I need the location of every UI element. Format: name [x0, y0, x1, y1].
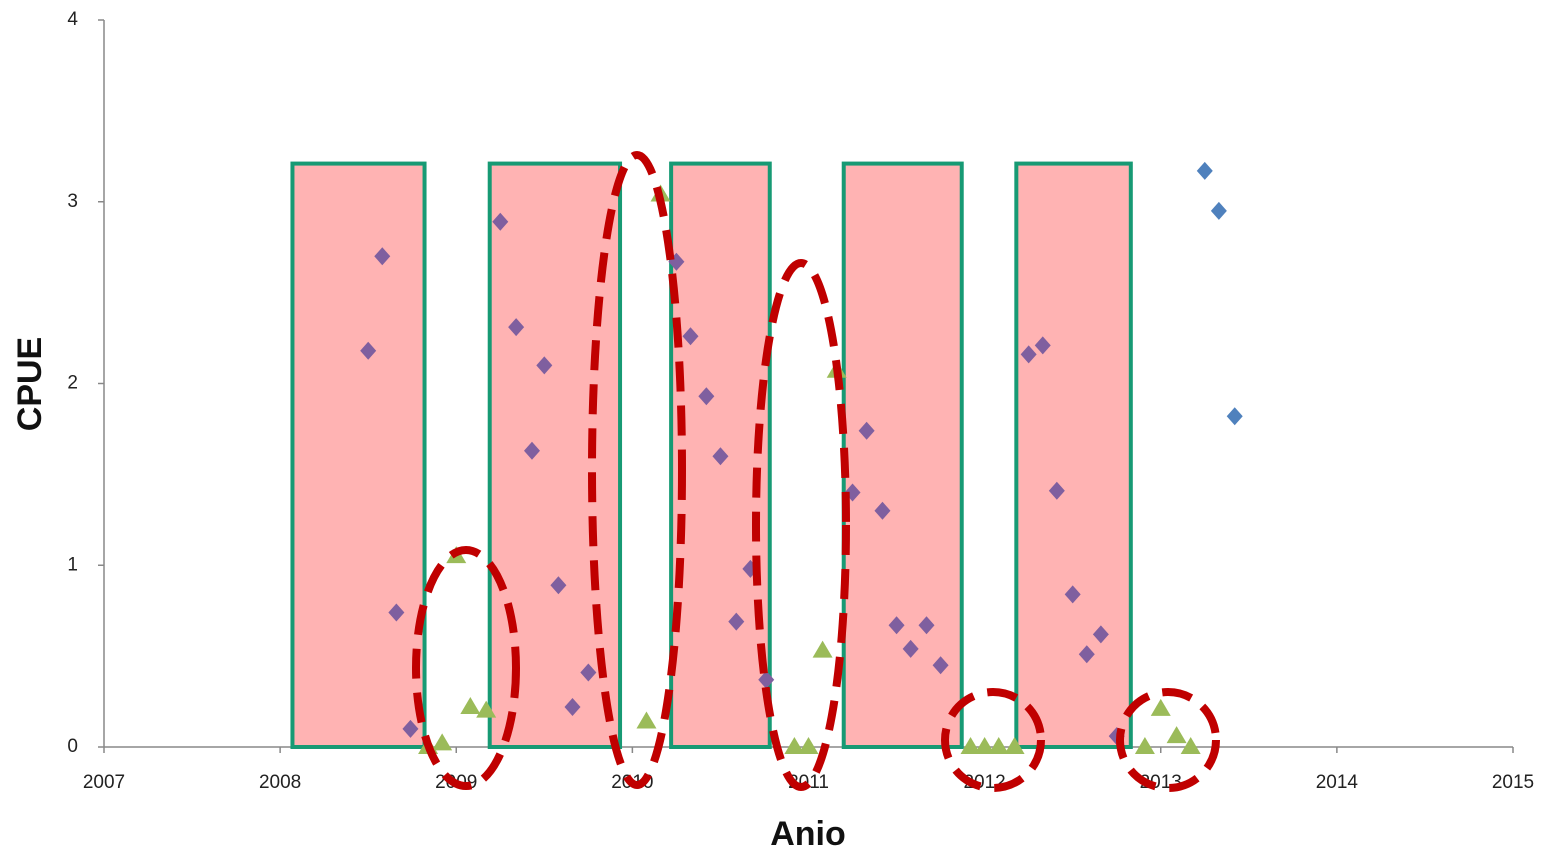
data-point: [1048, 481, 1065, 500]
data-point: [1034, 336, 1051, 355]
highlight-span: [841, 161, 964, 749]
data-point: [460, 697, 481, 715]
y-tick-label: 4: [67, 9, 78, 30]
data-point: [1226, 407, 1243, 426]
highlight-span: [290, 161, 427, 749]
data-point: [536, 356, 553, 375]
annotation-ellipse: [752, 259, 850, 791]
x-axis-title: Anio: [770, 815, 846, 853]
data-point: [974, 737, 995, 754]
data-point: [874, 501, 891, 520]
data-point: [580, 663, 597, 682]
data-point: [902, 639, 919, 658]
data-point: [508, 318, 525, 337]
data-point: [960, 737, 981, 754]
x-tick-label: 2015: [1492, 772, 1534, 793]
data-point: [1134, 737, 1155, 754]
y-axis-title: CPUE: [11, 337, 49, 431]
y-tick-label: 3: [67, 191, 78, 212]
data-point: [712, 447, 729, 466]
data-point: [360, 341, 377, 360]
annotation-ellipse: [1116, 688, 1220, 792]
data-point: [374, 247, 391, 266]
data-point: [988, 737, 1009, 754]
x-tick-label: 2007: [83, 772, 125, 793]
data-point: [1150, 698, 1171, 716]
data-point: [812, 640, 833, 658]
highlight-span: [1014, 161, 1133, 749]
data-point: [728, 612, 745, 631]
data-point: [476, 700, 497, 718]
data-point: [1210, 201, 1227, 220]
data-point: [1020, 345, 1037, 364]
annotation-ellipse: [941, 688, 1045, 792]
data-point: [1064, 585, 1081, 604]
data-point: [432, 733, 453, 751]
annotation-ellipse: [588, 151, 686, 789]
data-point: [682, 327, 699, 346]
data-point: [1180, 737, 1201, 754]
data-point: [1004, 737, 1025, 754]
y-tick-label: 1: [67, 554, 78, 575]
annotation-ellipse: [412, 546, 520, 790]
data-point: [888, 616, 905, 635]
y-tick-label: 2: [67, 373, 78, 394]
data-point: [564, 698, 581, 717]
data-point: [550, 576, 567, 595]
data-point: [402, 719, 419, 738]
x-tick-label: 2008: [259, 772, 301, 793]
data-point: [858, 421, 875, 440]
data-point: [636, 711, 657, 729]
data-point: [1196, 161, 1213, 180]
data-point: [918, 616, 935, 635]
data-point: [698, 387, 715, 406]
x-tick-label: 2014: [1316, 772, 1359, 793]
data-point: [1092, 625, 1109, 644]
data-point: [798, 737, 819, 754]
y-tick-label: 0: [67, 736, 78, 757]
data-point: [1166, 726, 1187, 744]
data-point: [758, 670, 775, 689]
data-point: [492, 212, 509, 231]
data-point: [1078, 645, 1095, 664]
data-point: [388, 603, 405, 622]
data-point: [523, 441, 540, 460]
annotations: [412, 151, 1220, 792]
data-point: [932, 656, 949, 675]
data-point: [784, 737, 805, 754]
